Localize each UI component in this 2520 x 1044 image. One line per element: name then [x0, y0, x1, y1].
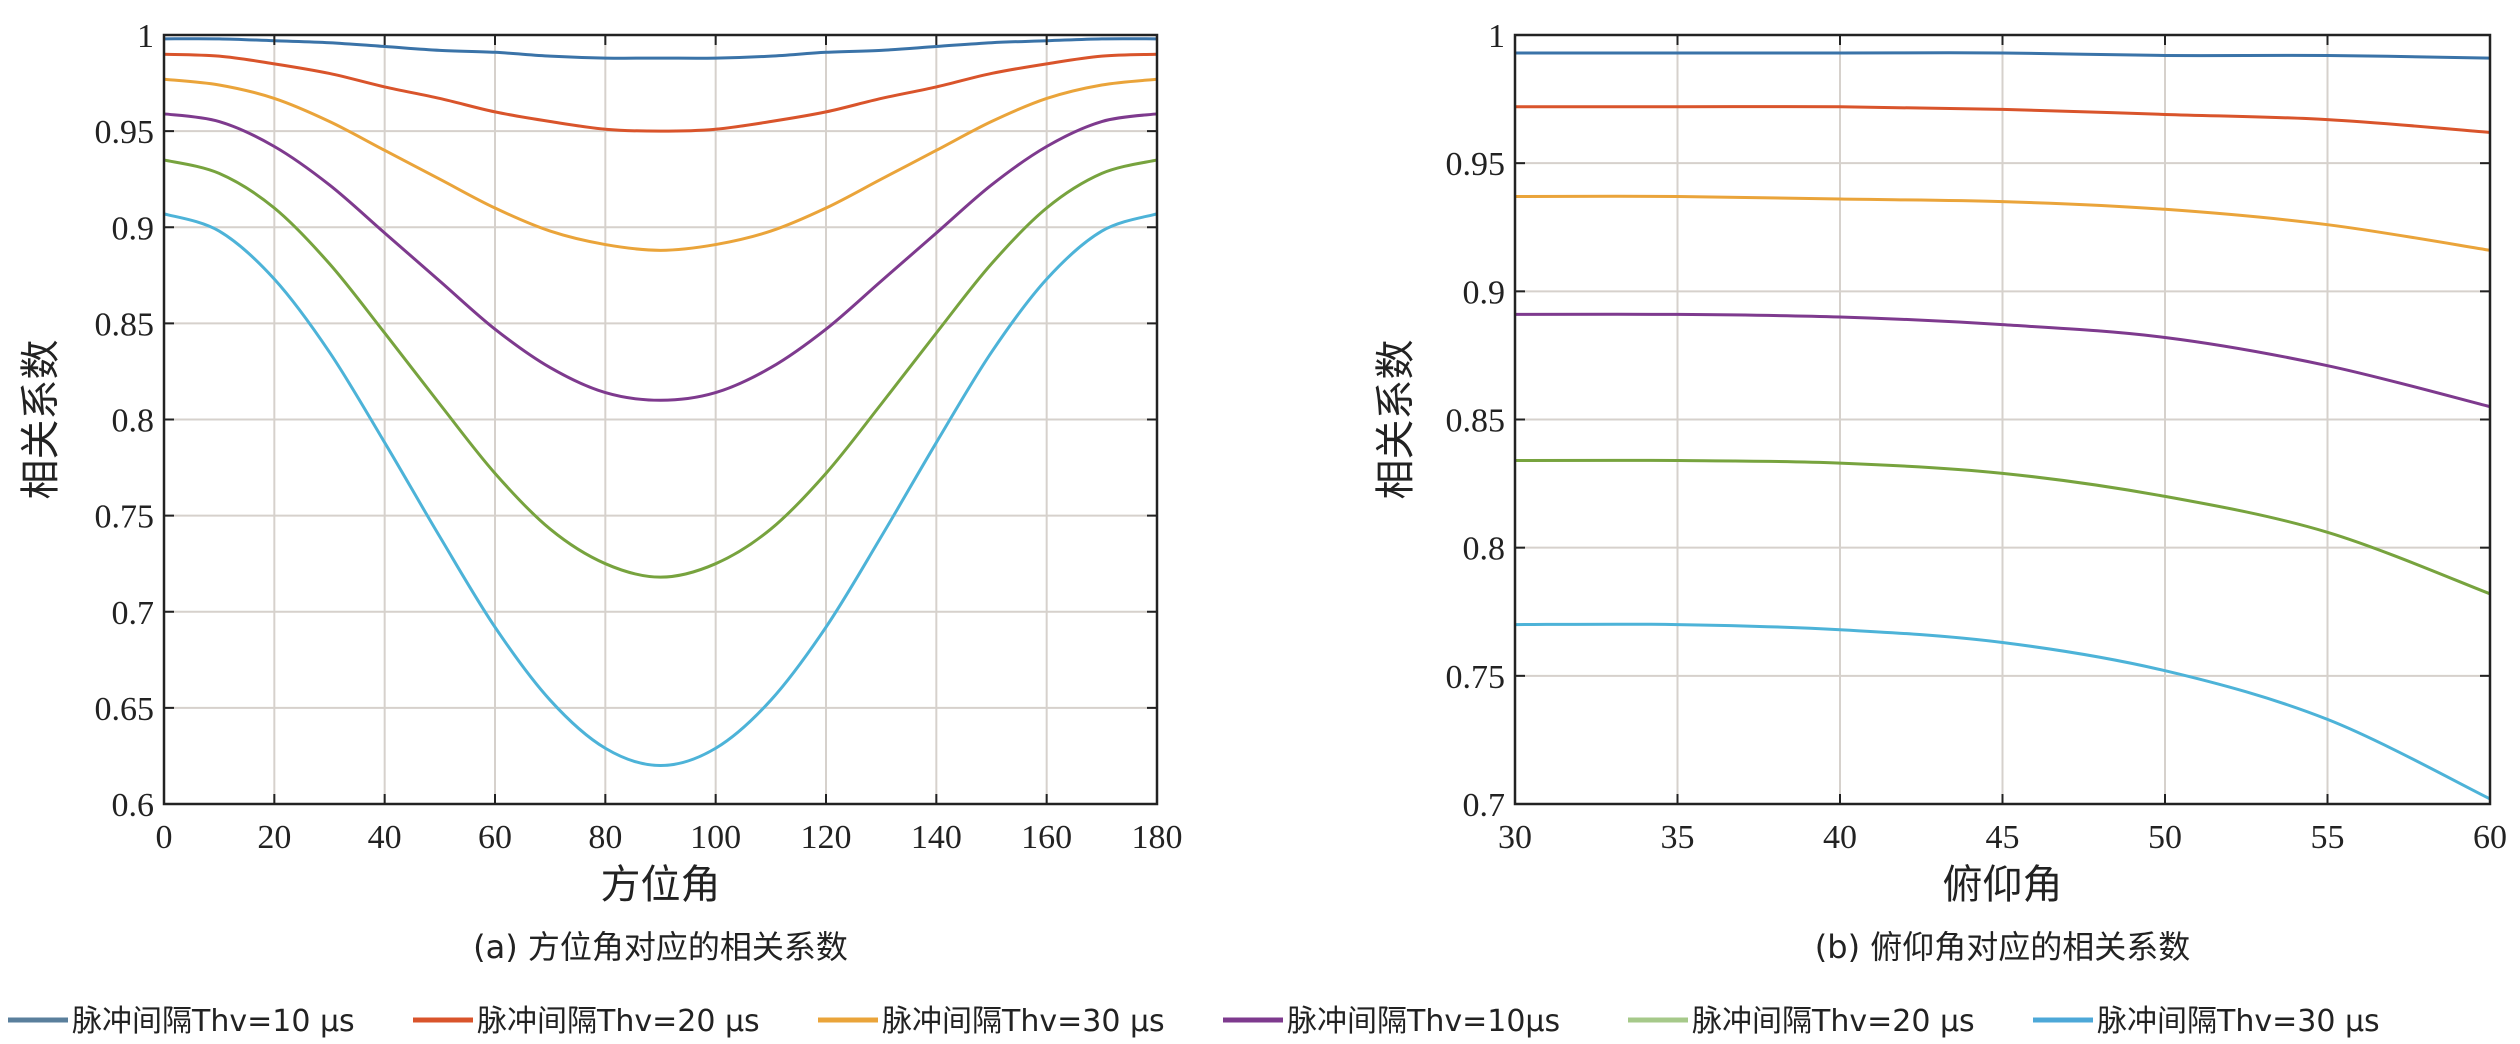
y-tick-label: 0.7 — [1463, 787, 1506, 824]
legend-item: 脉冲间隔Thv=20 μs — [1628, 1004, 1975, 1039]
x-tick-label: 50 — [2148, 819, 2182, 856]
legend: 脉冲间隔Thv=10 μs 脉冲间隔Thv=20 μs 脉冲间隔Thv=30 μs 脉… — [8, 1004, 2380, 1039]
y-axis-label: 相关系数 — [18, 340, 64, 500]
chart-caption: (a) 方位角对应的相关系数 — [473, 928, 848, 966]
series-line-2 — [1514, 105, 2491, 134]
y-tick-label: 0.95 — [95, 114, 155, 151]
x-tick-label: 30 — [1498, 819, 1532, 856]
x-tick-label: 180 — [1132, 819, 1183, 856]
x-tick-label: 60 — [2473, 819, 2507, 856]
legend-label: 脉冲间隔Thv=20 μs — [1692, 1004, 1975, 1039]
series-line-2 — [163, 52, 1158, 133]
x-tick-label: 120 — [801, 819, 852, 856]
y-tick-label: 0.85 — [1446, 403, 1506, 440]
y-tick-label: 0.9 — [1463, 274, 1506, 311]
series-line-3 — [163, 77, 1158, 252]
x-tick-label: 55 — [2311, 819, 2345, 856]
y-tick-label: 0.75 — [1446, 659, 1506, 696]
x-axis-label: 方位角 — [601, 862, 721, 908]
legend-item: 脉冲间隔Thv=20 μs — [413, 1004, 760, 1039]
x-tick-label: 45 — [1986, 819, 2020, 856]
chart-caption: (b) 俯仰角对应的相关系数 — [1815, 928, 2190, 966]
y-tick-label: 1 — [137, 18, 154, 55]
legend-item: 脉冲间隔Thv=10μs — [1223, 1004, 1560, 1039]
y-tick-label: 0.6 — [112, 787, 155, 824]
x-tick-label: 20 — [257, 819, 291, 856]
y-tick-label: 0.7 — [112, 595, 155, 632]
x-tick-label: 40 — [1823, 819, 1857, 856]
y-axis-label: 相关系数 — [1373, 340, 1419, 500]
series-line-4 — [1514, 312, 2491, 409]
x-tick-label: 40 — [368, 819, 402, 856]
legend-item: 脉冲间隔Thv=30 μs — [818, 1004, 1165, 1039]
y-tick-label: 1 — [1488, 18, 1505, 55]
legend-label: 脉冲间隔Thv=30 μs — [882, 1004, 1165, 1039]
legend-item: 脉冲间隔Thv=10 μs — [8, 1004, 355, 1039]
series-line-6 — [1514, 622, 2491, 801]
x-tick-label: 0 — [156, 819, 173, 856]
series-line-3 — [1514, 194, 2491, 252]
y-tick-label: 0.85 — [95, 306, 155, 343]
series-line-1 — [163, 37, 1158, 60]
legend-label: 脉冲间隔Thv=20 μs — [477, 1004, 760, 1039]
legend-label: 脉冲间隔Thv=10 μs — [72, 1004, 355, 1039]
y-tick-label: 0.8 — [112, 403, 155, 440]
y-tick-label: 0.95 — [1446, 146, 1506, 183]
x-tick-label: 100 — [690, 819, 741, 856]
x-axis-label: 俯仰角 — [1943, 862, 2063, 908]
series-line-6 — [163, 212, 1158, 768]
y-tick-label: 0.9 — [112, 210, 155, 247]
panel-elevation-chart: 30 35 40 45 50 55 60 0.7 0.75 0.8 0.85 0.9 0.95 1 俯仰角 相… — [1373, 18, 2507, 966]
panel-azimuth-chart: 0 20 40 60 80 100 120 140 160 180 0.6 0.65 0.7 0.75 0.… — [18, 18, 1183, 966]
series-line-1 — [1514, 51, 2491, 60]
y-tick-label: 0.65 — [95, 691, 155, 728]
x-tick-label: 140 — [911, 819, 962, 856]
x-tick-label: 160 — [1021, 819, 1072, 856]
legend-label: 脉冲间隔Thv=10μs — [1287, 1004, 1560, 1039]
y-tick-label: 0.75 — [95, 499, 155, 536]
series-line-5 — [1514, 458, 2491, 596]
series-line-5 — [163, 158, 1158, 579]
x-tick-label: 35 — [1661, 819, 1695, 856]
x-tick-label: 80 — [588, 819, 622, 856]
series-line-4 — [163, 112, 1158, 402]
y-tick-label: 0.8 — [1463, 531, 1506, 568]
legend-label: 脉冲间隔Thv=30 μs — [2097, 1004, 2380, 1039]
legend-item: 脉冲间隔Thv=30 μs — [2033, 1004, 2380, 1039]
x-tick-label: 60 — [478, 819, 512, 856]
